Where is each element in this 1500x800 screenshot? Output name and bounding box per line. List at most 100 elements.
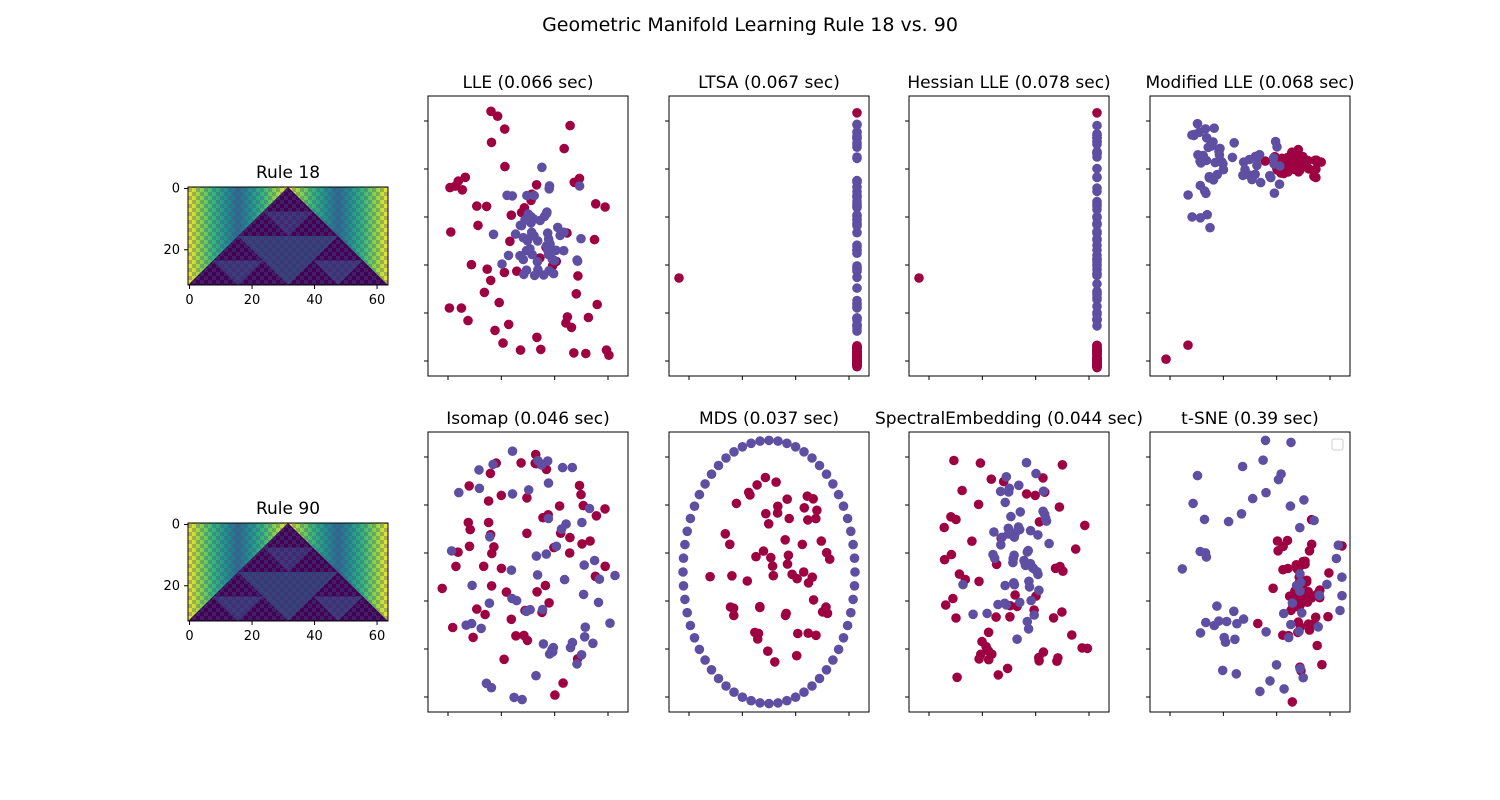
scatter-point	[713, 460, 724, 471]
scatter-point	[1285, 501, 1296, 511]
scatter-point	[541, 240, 552, 251]
scatter-point	[1183, 340, 1193, 351]
scatter-point	[1022, 616, 1033, 627]
scatter-point	[562, 312, 573, 322]
scatter-point	[852, 133, 862, 144]
panel-title: LLE (0.066 sec)	[462, 73, 593, 93]
image-frame	[187, 522, 389, 622]
scatter-point	[807, 453, 817, 463]
scatter-point	[760, 472, 771, 483]
scatter-point	[520, 215, 530, 225]
scatter-point	[1025, 525, 1036, 536]
scatter-point	[600, 561, 610, 572]
scatter-point	[1092, 344, 1102, 354]
image-texture	[188, 523, 388, 621]
scatter-point	[1287, 147, 1297, 157]
scatter-point	[1268, 583, 1278, 594]
scatter-point	[1031, 468, 1041, 479]
scatter-point	[1238, 614, 1249, 624]
scatter-point	[706, 665, 717, 675]
scatter-point	[954, 569, 965, 579]
scatter-point	[474, 483, 485, 494]
scatter-point	[565, 532, 575, 543]
image-xtick-label: 0	[185, 293, 193, 308]
image-title: Rule 18	[256, 163, 320, 183]
scatter-point	[1282, 535, 1293, 546]
scatter-point	[680, 594, 690, 605]
scatter-point	[797, 539, 808, 550]
scatter-point	[1161, 354, 1171, 365]
scatter-point	[1219, 632, 1229, 643]
scatter-point	[852, 352, 862, 362]
scatter-point	[705, 571, 715, 582]
scatter-point	[1092, 163, 1102, 174]
scatter-point	[848, 539, 858, 550]
scatter-point	[554, 501, 565, 511]
scatter-panel-4: Modified LLE (0.068 sec)	[1145, 73, 1355, 380]
scatter-point	[564, 548, 575, 558]
scatter-point	[793, 628, 803, 639]
scatter-point	[1335, 605, 1345, 616]
scatter-point	[746, 438, 756, 449]
scatter-panel-3: Hessian LLE (0.078 sec)	[905, 73, 1111, 380]
scatter-point	[558, 245, 569, 256]
scatter-point	[725, 539, 735, 550]
scatter-point	[1000, 497, 1010, 508]
scatter-point	[685, 620, 696, 631]
scatter-point	[1070, 544, 1081, 554]
scatter-point	[811, 630, 821, 641]
scatter-point	[500, 161, 510, 172]
scatter-point	[1236, 509, 1247, 519]
scatter-point	[466, 618, 477, 629]
scatter-point	[506, 614, 517, 625]
scatter-point	[852, 120, 862, 130]
scatter-point	[1006, 511, 1016, 522]
scatter-point	[1199, 514, 1210, 525]
scatter-point	[1286, 605, 1296, 616]
scatter-point	[1295, 569, 1305, 579]
scatter-point	[1217, 665, 1228, 676]
scatter-point	[1050, 563, 1061, 574]
scatter-point	[515, 345, 526, 355]
panel-frame	[908, 431, 1110, 713]
scatter-point	[541, 549, 552, 559]
scatter-point	[721, 453, 731, 463]
scatter-point	[974, 654, 984, 664]
scatter-point	[811, 513, 821, 524]
scatter-point	[1034, 656, 1044, 666]
scatter-point	[447, 622, 458, 633]
scatter-point	[1286, 619, 1296, 630]
scatter-point	[680, 539, 690, 550]
scatter-point	[574, 480, 585, 491]
scatter-point	[852, 320, 862, 330]
scatter-point	[939, 554, 950, 565]
image-texture	[188, 187, 388, 285]
scatter-point	[689, 501, 700, 512]
scatter-point	[487, 548, 497, 559]
scatter-point	[1030, 490, 1040, 501]
scatter-point	[852, 302, 862, 313]
scatter-point	[1255, 177, 1266, 188]
scatter-point	[503, 250, 514, 261]
scatter-point	[975, 458, 986, 468]
scatter-point	[591, 511, 602, 521]
scatter-point	[1337, 590, 1347, 601]
scatter-point	[1005, 612, 1015, 622]
scatter-point	[505, 236, 515, 247]
scatter-point	[486, 106, 496, 117]
scatter-point	[1024, 582, 1035, 592]
scatter-point	[532, 256, 543, 267]
scatter-point	[456, 303, 467, 313]
scatter-point	[1304, 625, 1315, 635]
scatter-point	[1033, 530, 1043, 540]
scatter-point	[1023, 545, 1033, 556]
scatter-point	[1221, 616, 1232, 627]
scatter-panel-6: MDS (0.037 sec)	[665, 409, 870, 716]
scatter-point	[550, 690, 560, 700]
scatter-point	[488, 459, 498, 470]
scatter-point	[531, 551, 542, 561]
scatter-point	[496, 490, 507, 501]
scatter-point	[1014, 524, 1025, 535]
scatter-point	[755, 601, 765, 612]
scatter-point	[567, 462, 578, 473]
